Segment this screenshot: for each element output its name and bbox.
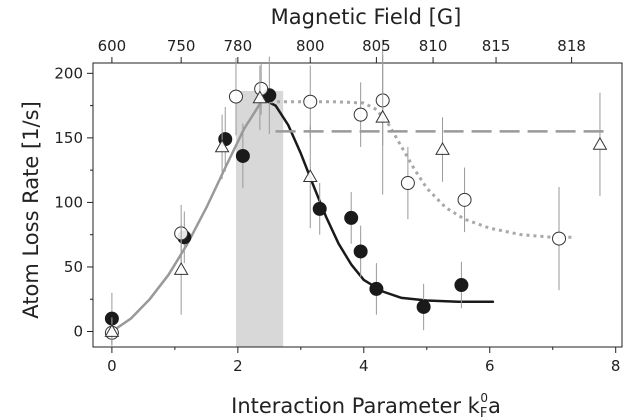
data-point-filled-circle [344,210,359,225]
data-point-open-circle [303,94,318,109]
x-axis-title-sub: F [480,406,487,419]
top-axis-title: Magnetic Field [G] [271,5,462,29]
data-point-open-triangle [302,169,318,182]
plot-frame [92,62,623,348]
x-tick-label: 4 [359,357,369,375]
axis-ticks: 0 2 4 6 8 0 50 100 150 200 600 750 780 800 805 810 815 81… [54,37,620,375]
top-tick-label: 780 [224,37,253,55]
data-point-open-circle [228,89,243,104]
shaded-region-layer [235,91,284,347]
top-tick-label: 815 [482,37,511,55]
data-point-filled-circle [235,148,250,163]
data-point-open-circle [457,192,472,207]
x-tick-label: 2 [233,357,243,375]
y-tick-label: 50 [64,258,83,276]
x-axis-title-sup: 0 [480,391,488,405]
data-point-filled-circle [454,278,469,293]
x-axis-title-end: a [488,394,501,418]
fit-curve-dotted [263,100,575,239]
y-tick-label: 200 [54,64,83,82]
top-tick-label: 800 [296,37,325,55]
y-axis-title: Atom Loss Rate [1/s] [19,101,43,319]
data-point-open-circle [353,107,368,122]
data-point-open-triangle [214,139,230,153]
top-tick-label: 805 [362,37,391,55]
plot-border [92,62,623,348]
y-tick-label: 0 [73,323,83,341]
fit-curve-solid [110,97,265,333]
data-point-filled-circle [416,299,431,314]
x-tick-label: 8 [611,357,621,375]
x-axis-title-main: Interaction Parameter k [231,394,481,418]
top-tick-label: 600 [98,37,127,55]
data-point-open-triangle [104,324,120,337]
x-tick-label: 6 [485,357,495,375]
data-point-filled-circle [369,281,384,296]
data-point-filled-circle [353,244,368,259]
x-axis-title: Interaction Parameter kF0a [231,391,501,419]
data-point-open-circle [552,231,567,246]
x-tick-label: 0 [107,357,117,375]
top-tick-label: 810 [419,37,448,55]
data-point-open-circle [400,176,415,191]
data-point-filled-circle [312,201,327,216]
data-points [104,39,608,349]
data-point-open-triangle [435,141,450,155]
top-tick-label: 818 [557,37,586,55]
y-tick-label: 100 [54,193,83,211]
top-tick-label: 750 [167,37,196,55]
data-point-open-triangle [592,136,608,150]
data-point-open-triangle [252,90,268,104]
y-tick-label: 150 [54,129,83,147]
data-point-open-triangle [173,262,189,275]
shaded-region [235,91,284,347]
data-point-open-triangle [375,109,391,123]
